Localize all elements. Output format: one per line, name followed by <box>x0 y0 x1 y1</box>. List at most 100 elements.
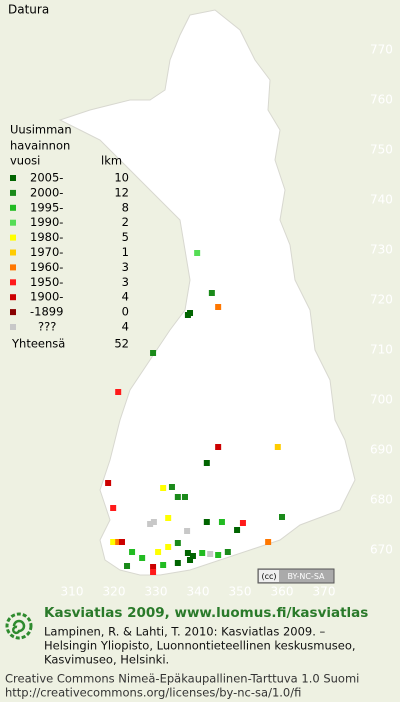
legend-swatch <box>10 249 16 256</box>
observation <box>129 549 136 555</box>
footer-heading: Kasviatlas 2009, www.luomus.fi/kasviatla… <box>44 605 368 621</box>
y-grid-label: 670 <box>370 543 393 557</box>
observation <box>279 514 285 520</box>
observation <box>208 290 215 296</box>
legend-count: 4 <box>122 320 129 334</box>
license: http://creativecommons.org/licenses/by-n… <box>5 686 301 700</box>
legend-label: 1950- <box>30 275 63 289</box>
legend-label: 1900- <box>30 290 63 304</box>
observation <box>160 485 167 491</box>
y-grid-label: 710 <box>370 343 393 357</box>
legend-swatch <box>10 189 16 196</box>
legend-total: 52 <box>114 337 129 351</box>
x-grid-label: 320 <box>103 585 126 599</box>
legend-label: 2005- <box>30 171 63 185</box>
legend-count: 4 <box>122 290 129 304</box>
observation <box>168 484 175 490</box>
observation <box>207 551 214 557</box>
observation <box>224 549 231 555</box>
legend-header: Uusimman <box>10 123 72 137</box>
citation: Helsingin Yliopisto, Luonnontieteellinen… <box>44 639 356 653</box>
legend-swatch <box>10 324 16 330</box>
observation <box>194 250 201 256</box>
legend-swatch <box>10 204 16 211</box>
observation <box>234 527 241 533</box>
y-grid-label: 730 <box>370 243 393 257</box>
logo-swirl <box>11 619 26 635</box>
citation: Kasvimuseo, Helsinki. <box>44 653 169 667</box>
observation <box>150 350 157 356</box>
observation <box>150 569 157 575</box>
legend-total-label: Yhteensä <box>11 337 65 351</box>
x-grid-label: 370 <box>313 585 336 599</box>
observation <box>155 549 162 555</box>
legend-count: 3 <box>122 275 129 289</box>
legend-label: 1995- <box>30 200 63 214</box>
legend-label: 1970- <box>30 245 63 259</box>
license: Creative Commons Nimeä-Epäkaupallinen-Ta… <box>5 672 359 686</box>
observation <box>139 555 146 561</box>
legend-count: 2 <box>122 215 129 229</box>
y-grid-label: 720 <box>370 293 393 307</box>
observation <box>203 460 210 466</box>
legend-swatch <box>10 279 16 286</box>
legend-label: ??? <box>38 320 56 334</box>
observation <box>124 563 131 569</box>
y-grid-label: 700 <box>370 393 393 407</box>
badge-cc-box <box>259 570 279 582</box>
legend-count: 3 <box>122 260 129 274</box>
legend-label: 1960- <box>30 260 63 274</box>
observation <box>150 519 157 525</box>
observation <box>174 494 181 500</box>
observation <box>110 539 117 545</box>
legend-label: -1899 <box>30 305 63 319</box>
legend-count: 10 <box>114 171 129 185</box>
map-title: Datura <box>8 3 49 17</box>
y-grid-label: 740 <box>370 193 393 207</box>
x-grid-label: 340 <box>187 585 210 599</box>
finland-outline <box>58 9 356 576</box>
legend-count-header: lkm <box>101 154 122 168</box>
legend-label: 1990- <box>30 215 63 229</box>
x-grid-label: 360 <box>271 585 294 599</box>
observation <box>174 560 181 566</box>
observation <box>215 552 222 558</box>
cc-badge: (cc) BY-NC-SA <box>257 568 335 584</box>
legend-label: 2000- <box>30 185 63 199</box>
observation <box>184 550 191 556</box>
legend-label: 1980- <box>30 230 63 244</box>
legend-count: 8 <box>122 200 129 214</box>
y-grid-label: 760 <box>370 93 393 107</box>
legend-header: vuosi <box>10 154 40 168</box>
y-grid-label: 680 <box>370 493 393 507</box>
observation <box>215 304 222 310</box>
observation <box>265 539 272 545</box>
observation <box>215 444 222 450</box>
badge-cc: (cc) <box>261 572 276 581</box>
legend-swatch <box>10 175 16 181</box>
observation <box>199 550 206 556</box>
observation <box>150 564 157 570</box>
observation <box>160 562 167 568</box>
y-grid-label: 690 <box>370 443 393 457</box>
badge-text: BY-NC-SA <box>287 572 325 581</box>
observation <box>187 557 194 563</box>
logo <box>5 612 33 640</box>
legend-swatch <box>10 219 16 226</box>
observation <box>105 480 112 486</box>
observation <box>118 539 125 545</box>
observation <box>115 539 122 545</box>
observation <box>115 389 122 395</box>
legend: Uusimman havainnon vuosi lkm Yhteensä 52… <box>10 123 129 351</box>
legend-swatch <box>10 294 16 301</box>
logo-ring <box>5 612 33 640</box>
legend-swatch <box>10 264 16 271</box>
x-grid-label: 350 <box>229 585 252 599</box>
observation <box>165 544 172 550</box>
observation <box>165 515 172 521</box>
observation <box>239 520 246 526</box>
legend-count: 5 <box>122 230 129 244</box>
legend-header: havainnon <box>10 139 70 153</box>
observation <box>110 505 117 511</box>
